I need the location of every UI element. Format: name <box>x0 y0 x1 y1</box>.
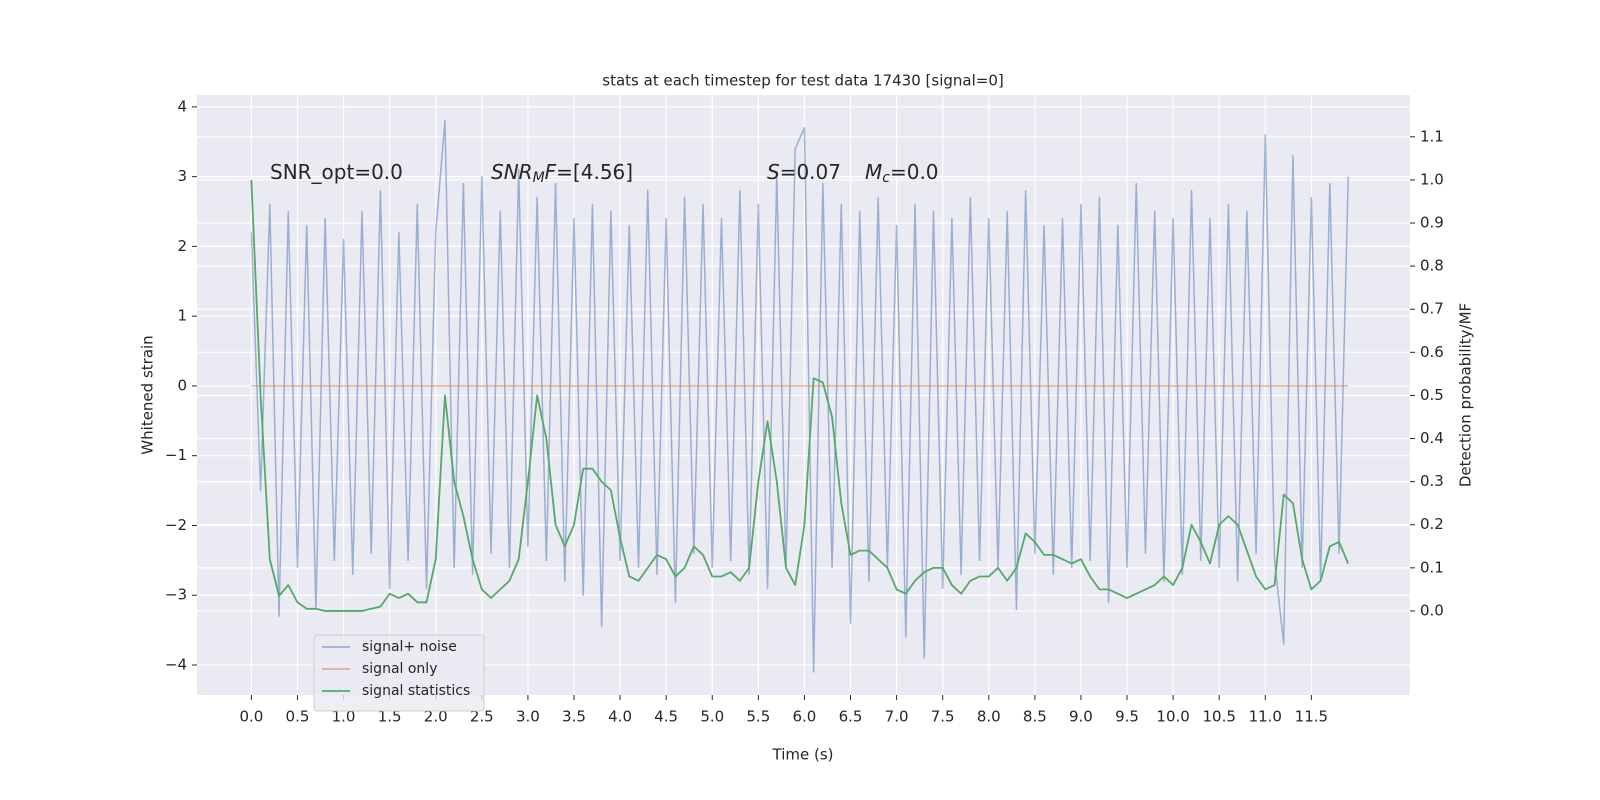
annotation: SNRMF=[4.56] <box>491 160 633 187</box>
annotation-part: M <box>865 160 882 184</box>
annotation-part: M <box>533 170 545 186</box>
x-tick-label: 0.0 <box>239 708 263 726</box>
x-tick-label: 8.5 <box>1023 708 1047 726</box>
x-tick-label: 10.5 <box>1202 708 1235 726</box>
x-tick-label: 4.5 <box>654 708 678 726</box>
x-tick-label: 6.0 <box>792 708 816 726</box>
x-tick-label: 1.0 <box>332 708 356 726</box>
y-tick-label: 1 <box>177 307 187 325</box>
series-line <box>250 179 1350 612</box>
x-tick-label: 11.5 <box>1295 708 1328 726</box>
annotation-part: =0.07 <box>780 160 841 184</box>
x-tick-label: 10.0 <box>1156 708 1189 726</box>
x-tick-label: 0.5 <box>286 708 310 726</box>
x-axis-label: Time (s) <box>772 746 834 764</box>
x-tick-label: 2.0 <box>424 708 448 726</box>
y-tick-label: 0 <box>177 376 187 394</box>
annotation-part: c <box>882 170 890 186</box>
y-tick-label: −4 <box>165 656 187 674</box>
y-axis-label: Whitened strain <box>139 335 157 454</box>
y-tick-label: −2 <box>165 516 187 534</box>
y-tick-label: 4 <box>177 97 187 115</box>
y2-tick-label: 0.5 <box>1420 386 1444 404</box>
x-tick-label: 9.0 <box>1069 708 1093 726</box>
x-tick-label: 11.0 <box>1249 708 1282 726</box>
x-tick-label: 8.0 <box>977 708 1001 726</box>
y2-tick-label: 0.3 <box>1420 472 1444 490</box>
chart-title: stats at each timestep for test data 174… <box>602 72 1003 90</box>
y2-tick-label: 0.8 <box>1420 257 1444 275</box>
x-tick-label: 3.5 <box>562 708 586 726</box>
annotation-part: F <box>545 160 557 184</box>
annotation: S=0.07 Mc=0.0 <box>767 160 939 187</box>
y2-tick-label: 0.0 <box>1420 601 1444 619</box>
x-tick-label: 7.0 <box>885 708 909 726</box>
y2-tick-label: 0.9 <box>1420 214 1444 232</box>
annotation-part: S <box>767 160 780 184</box>
y2-tick-label: 1.1 <box>1420 127 1444 145</box>
y2-tick-label: 0.4 <box>1420 429 1444 447</box>
x-tick-label: 9.5 <box>1115 708 1139 726</box>
x-tick-label: 5.0 <box>700 708 724 726</box>
y-tick-label: 2 <box>177 237 187 255</box>
x-tick-label: 7.5 <box>931 708 955 726</box>
x-tick-label: 2.5 <box>470 708 494 726</box>
y2-tick-label: 0.6 <box>1420 343 1444 361</box>
y-tick-label: 3 <box>177 167 187 185</box>
x-tick-label: 1.5 <box>378 708 402 726</box>
annotation-part: =0.0 <box>890 160 939 184</box>
y-tick-label: −3 <box>165 586 187 604</box>
legend-label: signal+ noise <box>362 639 457 655</box>
x-tick-label: 5.5 <box>746 708 770 726</box>
y2-tick-label: 0.2 <box>1420 515 1444 533</box>
x-tick-label: 6.5 <box>839 708 863 726</box>
x-tick-label: 4.0 <box>608 708 632 726</box>
legend-label: signal only <box>362 661 437 677</box>
y2-axis-label: Detection probability/MF <box>1457 303 1475 487</box>
legend-label: signal statistics <box>362 683 470 699</box>
y2-tick-label: 0.1 <box>1420 558 1444 576</box>
y2-tick-label: 1.0 <box>1420 170 1444 188</box>
legend-box <box>313 634 485 712</box>
annotation-part: =[4.56] <box>556 160 633 184</box>
annotation-part: SNR_opt=0.0 <box>270 160 403 184</box>
annotation: SNR_opt=0.0 <box>270 160 403 184</box>
y2-tick-label: 0.7 <box>1420 300 1444 318</box>
x-tick-label: 3.0 <box>516 708 540 726</box>
annotation-part: SNR <box>491 160 533 184</box>
series-line <box>250 120 1349 673</box>
y-tick-label: −1 <box>165 446 187 464</box>
